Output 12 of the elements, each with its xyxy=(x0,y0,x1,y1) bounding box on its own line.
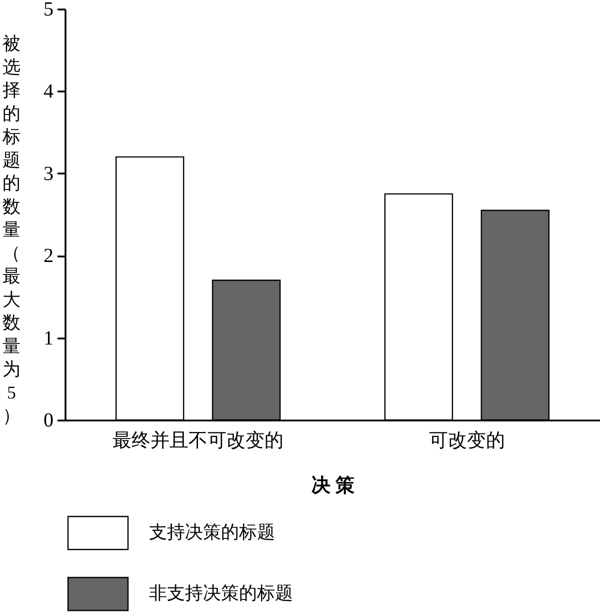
x-tick-label: 最终并且不可改变的 xyxy=(112,430,284,452)
x-tick-label: 可改变的 xyxy=(428,430,505,452)
y-tick-label: 0 xyxy=(44,410,54,432)
y-tick-label: 5 xyxy=(44,0,54,20)
legend-label: 非支持决策的标题 xyxy=(149,583,293,603)
x-axis-title: 决 策 xyxy=(312,474,354,496)
legend-label: 支持决策的标题 xyxy=(149,522,275,542)
y-tick-label: 4 xyxy=(44,80,54,103)
y-tick-label: 1 xyxy=(44,327,54,350)
y-tick-label: 3 xyxy=(44,162,54,185)
y-tick-label: 2 xyxy=(44,245,54,268)
text: 被选择的标题的数量（最大数量为5） xyxy=(2,34,20,426)
